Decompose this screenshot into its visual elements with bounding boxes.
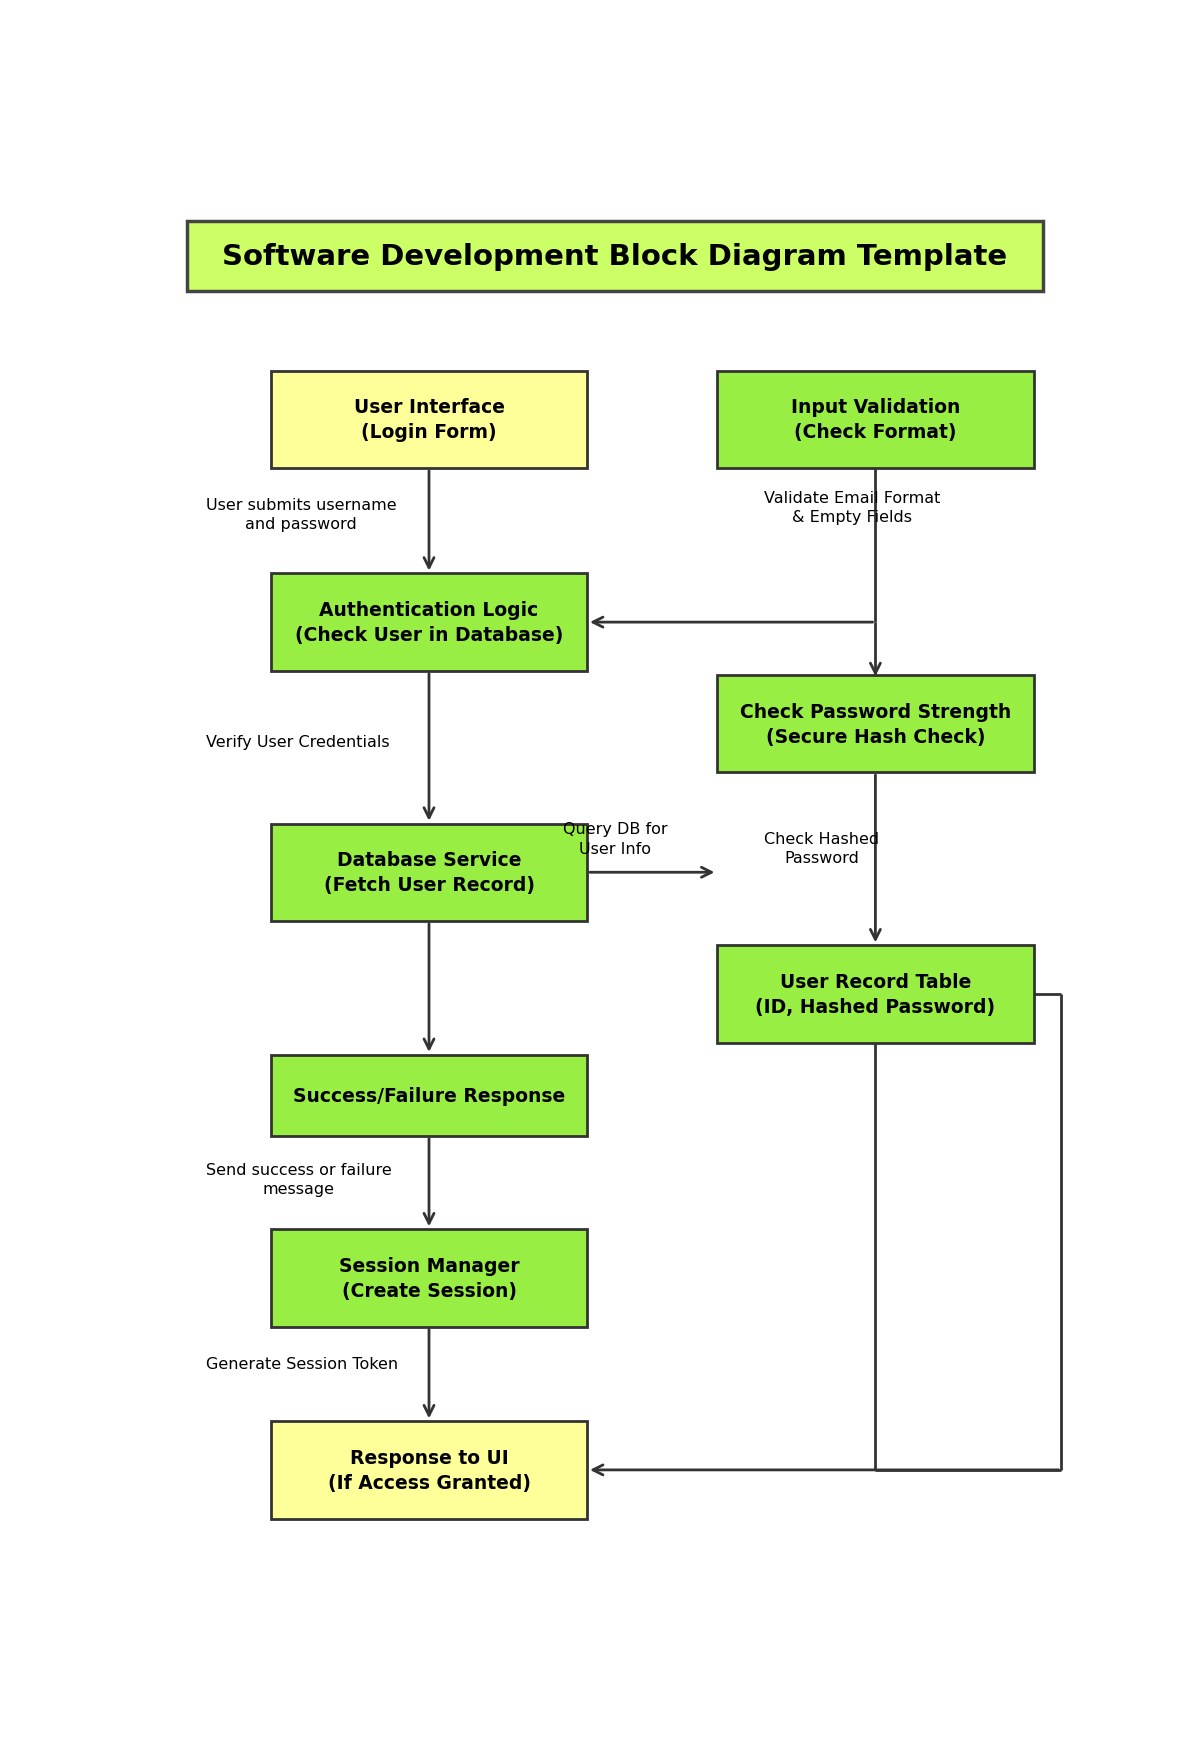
FancyBboxPatch shape — [271, 1055, 587, 1135]
Text: Software Development Block Diagram Template: Software Development Block Diagram Templ… — [222, 242, 1008, 270]
FancyBboxPatch shape — [271, 825, 587, 921]
Text: Query DB for
User Info: Query DB for User Info — [563, 821, 667, 856]
Text: Check Hashed
Password: Check Hashed Password — [764, 832, 878, 865]
FancyBboxPatch shape — [718, 676, 1033, 772]
Text: Database Service
(Fetch User Record): Database Service (Fetch User Record) — [324, 851, 534, 895]
Text: Generate Session Token: Generate Session Token — [206, 1357, 398, 1371]
FancyBboxPatch shape — [187, 221, 1043, 291]
Text: Session Manager
(Create Session): Session Manager (Create Session) — [338, 1257, 520, 1300]
Text: Validate Email Format
& Empty Fields: Validate Email Format & Empty Fields — [764, 491, 940, 525]
Text: User submits username
and password: User submits username and password — [206, 498, 396, 532]
Text: Check Password Strength
(Secure Hash Check): Check Password Strength (Secure Hash Che… — [739, 702, 1012, 746]
FancyBboxPatch shape — [271, 1422, 587, 1518]
Text: Response to UI
(If Access Granted): Response to UI (If Access Granted) — [328, 1448, 530, 1492]
FancyBboxPatch shape — [271, 574, 587, 672]
FancyBboxPatch shape — [271, 372, 587, 469]
Text: Authentication Logic
(Check User in Database): Authentication Logic (Check User in Data… — [295, 600, 563, 644]
Text: Input Validation
(Check Format): Input Validation (Check Format) — [791, 398, 960, 442]
FancyBboxPatch shape — [271, 1230, 587, 1327]
Text: Verify User Credentials: Verify User Credentials — [206, 734, 390, 749]
Text: Send success or failure
message: Send success or failure message — [206, 1162, 391, 1197]
FancyBboxPatch shape — [718, 946, 1033, 1042]
Text: User Record Table
(ID, Hashed Password): User Record Table (ID, Hashed Password) — [755, 972, 996, 1016]
Text: Success/Failure Response: Success/Failure Response — [293, 1086, 565, 1106]
FancyBboxPatch shape — [718, 372, 1033, 469]
Text: User Interface
(Login Form): User Interface (Login Form) — [354, 398, 504, 442]
